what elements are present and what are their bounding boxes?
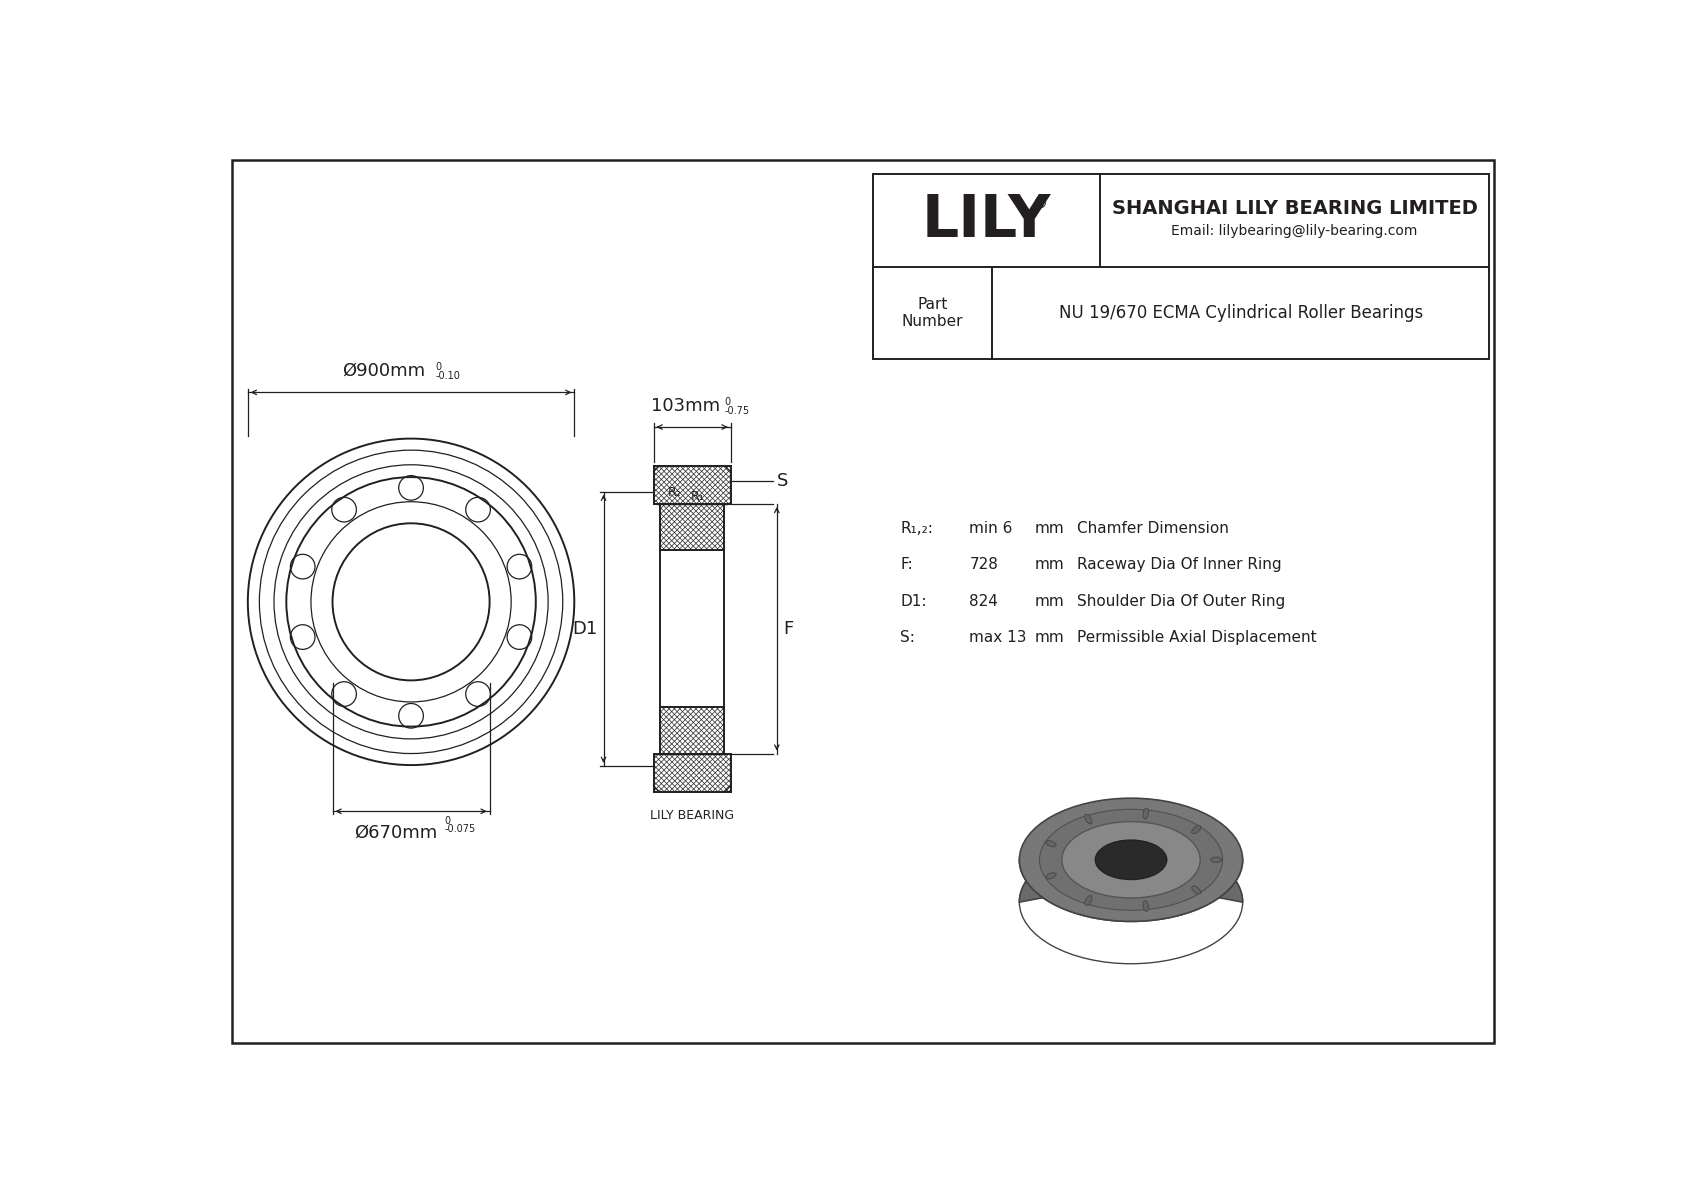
Text: Ø670mm: Ø670mm: [354, 824, 438, 842]
Text: S: S: [776, 472, 788, 490]
Ellipse shape: [1192, 825, 1201, 834]
Polygon shape: [1019, 841, 1243, 922]
Text: 0: 0: [445, 816, 450, 825]
Ellipse shape: [1063, 822, 1201, 898]
Text: mm: mm: [1034, 593, 1064, 609]
Text: -0.075: -0.075: [445, 824, 475, 834]
Text: 824: 824: [970, 593, 999, 609]
Text: Permissible Axial Displacement: Permissible Axial Displacement: [1078, 630, 1317, 644]
Text: 0: 0: [724, 397, 731, 407]
Text: Raceway Dia Of Inner Ring: Raceway Dia Of Inner Ring: [1078, 557, 1282, 573]
Text: D1:: D1:: [899, 593, 926, 609]
Text: LILY BEARING: LILY BEARING: [650, 809, 734, 822]
Ellipse shape: [1084, 815, 1091, 824]
Text: 103mm: 103mm: [652, 397, 721, 414]
Text: R₂: R₂: [667, 486, 682, 499]
Text: SHANGHAI LILY BEARING LIMITED: SHANGHAI LILY BEARING LIMITED: [1111, 199, 1477, 218]
Ellipse shape: [1046, 841, 1056, 847]
Text: R₁,₂:: R₁,₂:: [899, 522, 933, 536]
Text: F: F: [783, 619, 793, 638]
Text: Shoulder Dia Of Outer Ring: Shoulder Dia Of Outer Ring: [1078, 593, 1285, 609]
Ellipse shape: [1063, 822, 1201, 898]
Text: D1: D1: [573, 619, 598, 638]
Text: -0.75: -0.75: [724, 406, 749, 417]
Text: S:: S:: [899, 630, 914, 644]
Ellipse shape: [1095, 840, 1167, 879]
Text: R₁: R₁: [690, 490, 704, 503]
Text: max 13: max 13: [970, 630, 1027, 644]
Text: -0.10: -0.10: [436, 370, 461, 381]
Text: NU 19/670 ECMA Cylindrical Roller Bearings: NU 19/670 ECMA Cylindrical Roller Bearin…: [1059, 304, 1423, 322]
Ellipse shape: [1143, 809, 1148, 819]
Ellipse shape: [1046, 873, 1056, 879]
Text: ®: ®: [1032, 197, 1047, 211]
Text: Ø900mm: Ø900mm: [342, 362, 426, 380]
Text: LILY: LILY: [921, 192, 1051, 249]
Text: Part
Number: Part Number: [903, 297, 963, 329]
Bar: [872, 175, 1489, 360]
Text: Chamfer Dimension: Chamfer Dimension: [1078, 522, 1229, 536]
Ellipse shape: [1039, 809, 1223, 910]
Ellipse shape: [1192, 886, 1201, 894]
Text: min 6: min 6: [970, 522, 1012, 536]
Text: mm: mm: [1034, 557, 1064, 573]
Ellipse shape: [1211, 858, 1221, 862]
Ellipse shape: [1019, 798, 1243, 922]
Text: 0: 0: [436, 362, 441, 373]
Text: 728: 728: [970, 557, 999, 573]
Text: F:: F:: [899, 557, 913, 573]
Text: mm: mm: [1034, 630, 1064, 644]
Ellipse shape: [1084, 896, 1091, 905]
Text: mm: mm: [1034, 522, 1064, 536]
Text: Email: lilybearing@lily-bearing.com: Email: lilybearing@lily-bearing.com: [1172, 224, 1418, 238]
Ellipse shape: [1143, 900, 1148, 911]
